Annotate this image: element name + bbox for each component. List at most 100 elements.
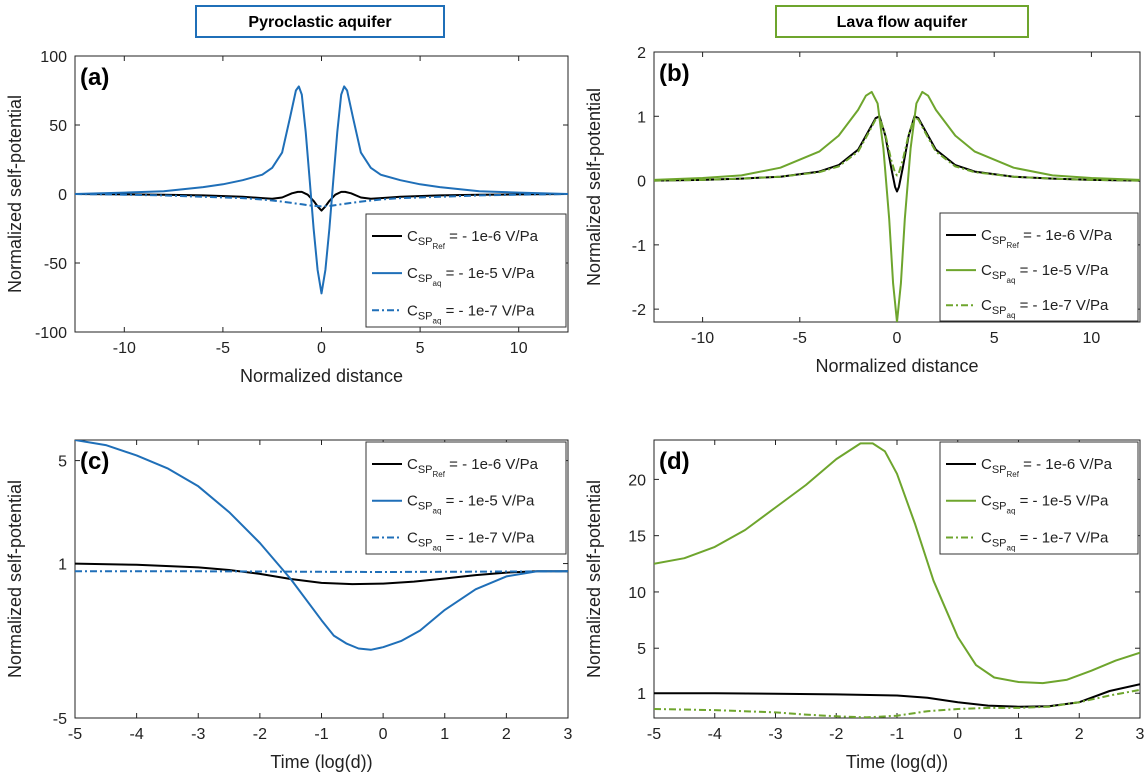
x-tick-label: 0 [893, 330, 902, 347]
x-tick-label: 5 [416, 340, 425, 357]
legend-entry-0: CSPRef = - 1e-6 V/Pa [407, 456, 539, 479]
legend-entry-1: CSPaq = - 1e-5 V/Pa [407, 265, 535, 288]
y-tick-label: 100 [40, 49, 67, 66]
x-tick-label: -5 [793, 330, 807, 347]
x-tick-label: 2 [502, 726, 511, 743]
series-line-2 [75, 193, 568, 208]
legend: CSPRef = - 1e-6 V/Pa CSPaq = - 1e-5 V/Pa C… [939, 441, 1139, 555]
series-line-0 [75, 190, 568, 212]
x-tick-label: 10 [510, 340, 528, 357]
x-tick-label: -3 [768, 726, 782, 743]
x-tick-label: -1 [890, 726, 904, 743]
series-group [654, 90, 1140, 322]
y-tick-label: -50 [44, 256, 67, 273]
x-tick-label: 3 [564, 726, 573, 743]
series-line-1 [654, 442, 1140, 685]
legend-entry-2: CSPaq = - 1e-7 V/Pa [981, 297, 1109, 320]
y-tick-label: 1 [637, 109, 646, 126]
y-tick-label: 1 [58, 557, 67, 574]
y-axis-label: Normalized self-potential [5, 95, 25, 293]
x-axis-label: Time (log(d)) [270, 752, 372, 772]
x-tick-label: 0 [953, 726, 962, 743]
legend-box [365, 441, 567, 555]
legend: CSPRef = - 1e-6 V/Pa CSPaq = - 1e-5 V/Pa C… [365, 441, 567, 555]
panel-label: (d) [659, 448, 690, 475]
series-line-2 [654, 688, 1140, 718]
panel-c: -5 -4 -3 -2 -1 0 1 2 3 -5 1 5 Time (log(d)) Normalize… [5, 439, 573, 772]
y-tick-label: 0 [637, 174, 646, 191]
y-tick-label: 1 [637, 686, 646, 703]
x-tick-label: -10 [113, 340, 136, 357]
x-tick-label: 10 [1083, 330, 1101, 347]
x-tick-label: -5 [216, 340, 230, 357]
series-line-1 [75, 440, 568, 651]
y-tick-label: 5 [637, 641, 646, 658]
x-tick-label: -4 [708, 726, 722, 743]
y-tick-label: 10 [628, 585, 646, 602]
y-tick-label: 15 [628, 529, 646, 546]
legend-entry-2: CSPaq = - 1e-7 V/Pa [407, 302, 535, 325]
y-tick-label: 5 [58, 454, 67, 471]
x-tick-label: -3 [191, 726, 205, 743]
panel-label: (a) [80, 64, 109, 91]
x-tick-label: 5 [990, 330, 999, 347]
x-tick-label: 1 [1014, 726, 1023, 743]
group-header-text: Lava flow aquifer [837, 14, 968, 31]
y-tick-label: -2 [632, 302, 646, 319]
group-header-pyroclastic: Pyroclastic aquifer [195, 5, 445, 38]
series-line-0 [75, 562, 568, 586]
x-axis-label: Normalized distance [240, 366, 403, 386]
legend-entry-0: CSPRef = - 1e-6 V/Pa [981, 227, 1113, 250]
y-axis-label: Normalized self-potential [584, 88, 604, 286]
panel-label: (b) [659, 60, 690, 87]
y-axis-label: Normalized self-potential [584, 480, 604, 678]
y-tick-label: 50 [49, 118, 67, 135]
group-header-lava: Lava flow aquifer [775, 5, 1029, 38]
x-axis-label: Time (log(d)) [846, 752, 948, 772]
legend: CSPRef = - 1e-6 V/Pa CSPaq = - 1e-5 V/Pa C… [939, 212, 1139, 322]
x-tick-label: -10 [691, 330, 714, 347]
y-tick-label: -1 [632, 238, 646, 255]
legend-entry-0: CSPRef = - 1e-6 V/Pa [981, 456, 1113, 479]
series-line-2 [75, 570, 568, 573]
legend-box [939, 212, 1139, 322]
legend-box [365, 213, 567, 328]
x-tick-label: 2 [1075, 726, 1084, 743]
y-tick-label: 2 [637, 45, 646, 62]
y-axis-label: Normalized self-potential [5, 480, 25, 678]
group-header-text: Pyroclastic aquifer [248, 14, 391, 31]
x-tick-label: 0 [379, 726, 388, 743]
series-line-1 [654, 90, 1140, 322]
series-group [75, 440, 568, 651]
legend-entry-1: CSPaq = - 1e-5 V/Pa [407, 493, 535, 516]
x-tick-label: 0 [317, 340, 326, 357]
y-tick-label: -100 [35, 325, 67, 342]
x-tick-label: -2 [253, 726, 267, 743]
y-tick-label: 20 [628, 472, 646, 489]
group-header-box [195, 5, 445, 38]
legend-box [939, 441, 1139, 555]
legend-entry-1: CSPaq = - 1e-5 V/Pa [981, 493, 1109, 516]
group-header-box [775, 5, 1029, 38]
series-group [654, 442, 1140, 718]
x-tick-label: 3 [1136, 726, 1145, 743]
legend-entry-2: CSPaq = - 1e-7 V/Pa [981, 529, 1109, 552]
x-axis-label: Normalized distance [815, 356, 978, 376]
x-tick-label: -4 [130, 726, 144, 743]
legend-entry-2: CSPaq = - 1e-7 V/Pa [407, 529, 535, 552]
x-tick-label: -1 [314, 726, 328, 743]
x-tick-label: -5 [68, 726, 82, 743]
x-tick-label: 1 [440, 726, 449, 743]
series-line-2 [654, 116, 1140, 182]
x-tick-label: -2 [829, 726, 843, 743]
x-tick-label: -5 [647, 726, 661, 743]
legend-entry-1: CSPaq = - 1e-5 V/Pa [981, 262, 1109, 285]
series-group [75, 85, 568, 295]
legend: CSPRef = - 1e-6 V/Pa CSPaq = - 1e-5 V/Pa C… [365, 213, 567, 328]
legend-entry-0: CSPRef = - 1e-6 V/Pa [407, 228, 539, 251]
y-tick-label: -5 [53, 711, 67, 728]
